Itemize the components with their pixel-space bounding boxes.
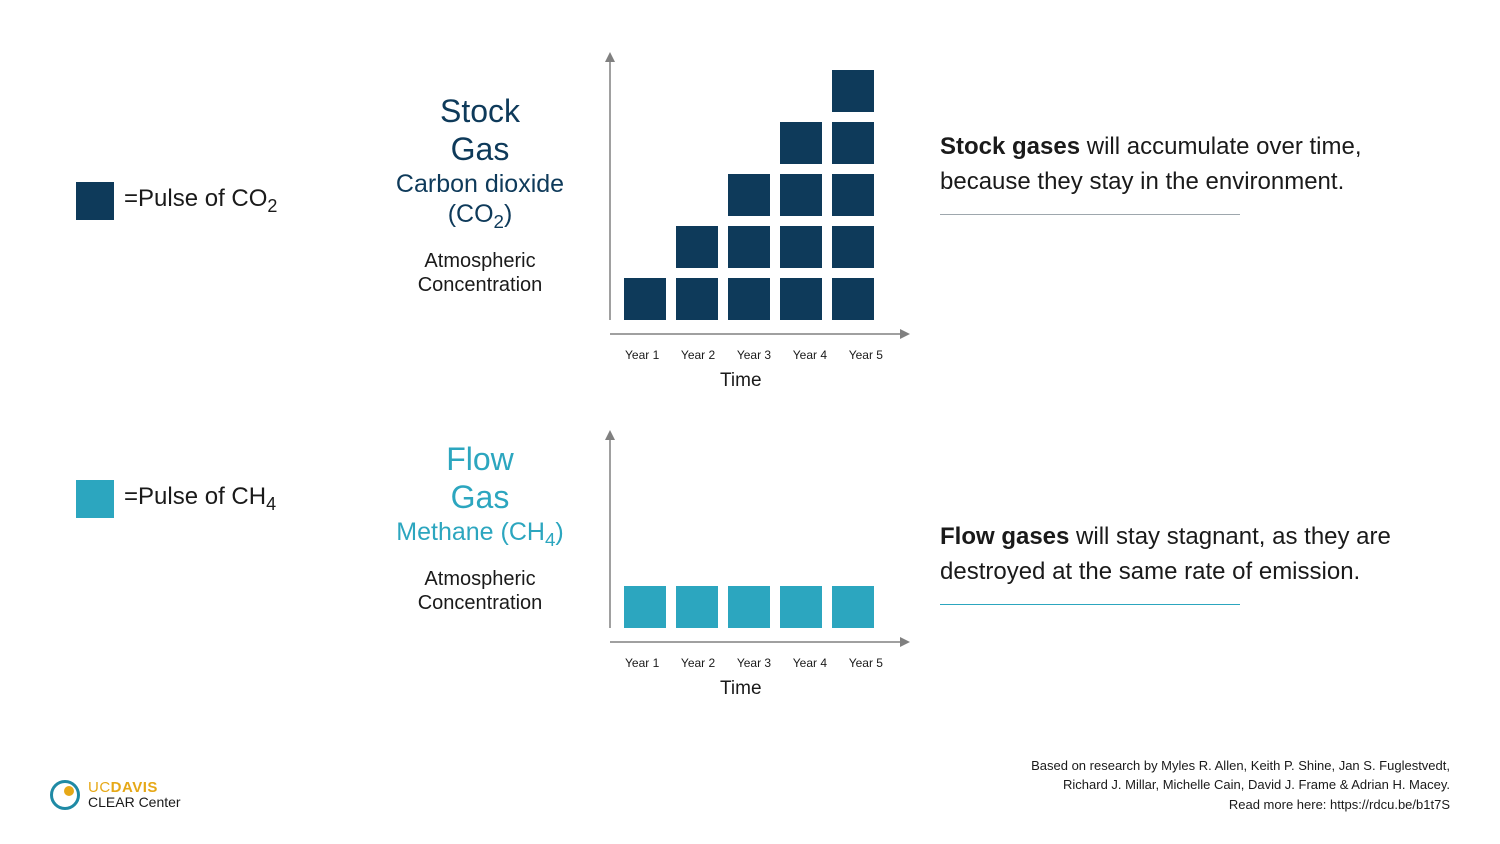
flow-title-block: Flow Gas Methane (CH4) AtmosphericConcen… bbox=[370, 440, 590, 615]
data-block bbox=[832, 174, 874, 216]
data-block bbox=[676, 278, 718, 320]
legend-swatch-co2 bbox=[76, 182, 114, 220]
stock-title-l2: Gas bbox=[370, 130, 590, 168]
data-block bbox=[624, 278, 666, 320]
flow-xticks: Year 1 Year 2 Year 3 Year 4 Year 5 bbox=[625, 656, 883, 670]
stock-xlabel: Time bbox=[720, 370, 762, 392]
flow-ylabel: AtmosphericConcentration bbox=[370, 567, 590, 615]
x-tick-label: Year 4 bbox=[793, 348, 827, 362]
flow-description: Flow gases will stay stagnant, as they a… bbox=[940, 520, 1410, 605]
legend-swatch-ch4 bbox=[76, 480, 114, 518]
x-tick-label: Year 3 bbox=[737, 656, 771, 670]
flow-title-l1: Flow bbox=[370, 440, 590, 478]
x-tick-label: Year 1 bbox=[625, 348, 659, 362]
x-tick-label: Year 1 bbox=[625, 656, 659, 670]
stock-title-l1: Stock bbox=[370, 92, 590, 130]
flow-rule bbox=[940, 604, 1240, 605]
data-block bbox=[676, 586, 718, 628]
credit-text: Based on research by Myles R. Allen, Kei… bbox=[1031, 756, 1450, 815]
stock-chem: Carbon dioxide (CO2) bbox=[370, 169, 590, 234]
data-block bbox=[676, 226, 718, 268]
flow-chem: Methane (CH4) bbox=[370, 517, 590, 552]
stock-description: Stock gases will accumulate over time, b… bbox=[940, 130, 1410, 215]
flow-title-l2: Gas bbox=[370, 478, 590, 516]
legend-co2: =Pulse of CO2 bbox=[76, 182, 277, 220]
stock-rule bbox=[940, 214, 1240, 215]
x-tick-label: Year 2 bbox=[681, 348, 715, 362]
data-block bbox=[780, 122, 822, 164]
data-block bbox=[728, 174, 770, 216]
data-block bbox=[780, 226, 822, 268]
data-block bbox=[832, 70, 874, 112]
x-tick-label: Year 5 bbox=[849, 656, 883, 670]
data-block bbox=[832, 278, 874, 320]
data-block bbox=[728, 586, 770, 628]
x-tick-label: Year 2 bbox=[681, 656, 715, 670]
data-block bbox=[832, 226, 874, 268]
legend-ch4: =Pulse of CH4 bbox=[76, 480, 276, 518]
x-tick-label: Year 5 bbox=[849, 348, 883, 362]
stock-xticks: Year 1 Year 2 Year 3 Year 4 Year 5 bbox=[625, 348, 883, 362]
stock-title-block: Stock Gas Carbon dioxide (CO2) Atmospher… bbox=[370, 92, 590, 297]
flow-xlabel: Time bbox=[720, 678, 762, 700]
legend-text-co2: =Pulse of CO2 bbox=[124, 185, 277, 217]
x-tick-label: Year 3 bbox=[737, 348, 771, 362]
data-block bbox=[832, 122, 874, 164]
data-block bbox=[832, 586, 874, 628]
legend-text-ch4: =Pulse of CH4 bbox=[124, 483, 276, 515]
data-block bbox=[728, 226, 770, 268]
data-block bbox=[780, 586, 822, 628]
data-block bbox=[728, 278, 770, 320]
stock-ylabel: AtmosphericConcentration bbox=[370, 249, 590, 297]
logo-text: UCDAVIS CLEAR Center bbox=[88, 780, 181, 810]
ucdavis-logo: UCDAVIS CLEAR Center bbox=[50, 780, 181, 810]
data-block bbox=[780, 278, 822, 320]
data-block bbox=[624, 586, 666, 628]
stock-plot bbox=[600, 52, 910, 342]
flow-plot bbox=[600, 430, 910, 650]
logo-ring-icon bbox=[50, 780, 80, 810]
x-tick-label: Year 4 bbox=[793, 656, 827, 670]
data-block bbox=[780, 174, 822, 216]
